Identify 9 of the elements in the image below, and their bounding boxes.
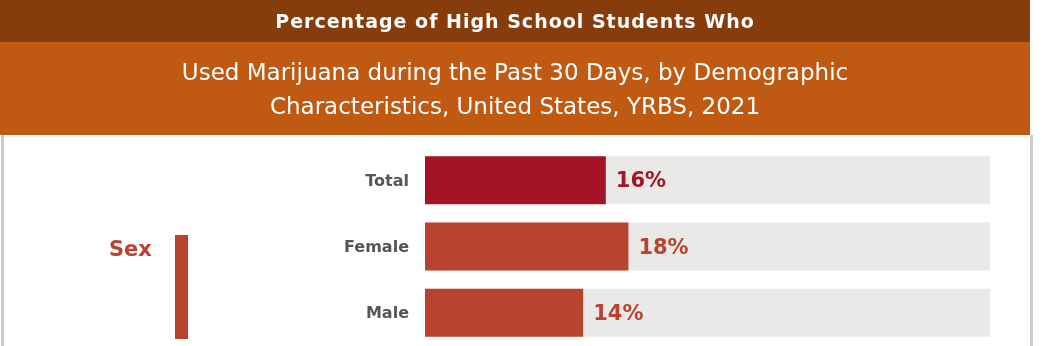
chart-subtitle: Used Marijuana during the Past 30 Days, by Demographic Characteristics, United States, YRBS, 2021 bbox=[180, 57, 850, 121]
text: Sex bbox=[109, 237, 152, 261]
data-label: 18% bbox=[638, 234, 689, 259]
data-label: 16% bbox=[615, 168, 667, 193]
y-tick-label: Female bbox=[344, 237, 410, 256]
chart-title: Percentage of High School Students Who bbox=[0, 0, 1030, 42]
y-tick-label: Total bbox=[365, 170, 409, 190]
data-label: 14% bbox=[593, 300, 644, 325]
y-tick-label: Male bbox=[365, 303, 410, 323]
